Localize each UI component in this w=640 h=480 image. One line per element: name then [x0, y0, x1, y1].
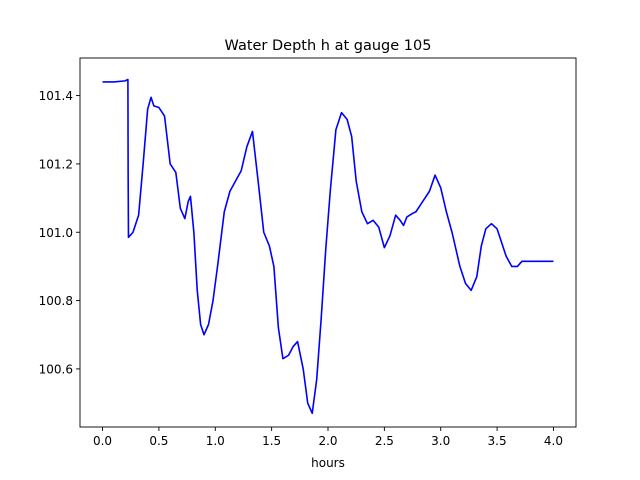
y-tick-label: 101.4	[39, 89, 73, 103]
x-axis-label: hours	[311, 456, 345, 470]
chart-title: Water Depth h at gauge 105	[225, 38, 432, 54]
x-tick-label: 2.5	[375, 434, 394, 448]
x-tick-label: 0.0	[93, 434, 112, 448]
y-tick-label: 101.2	[39, 157, 73, 171]
x-tick-label: 0.5	[149, 434, 168, 448]
x-tick-label: 2.0	[318, 434, 337, 448]
y-tick-label: 100.6	[39, 362, 73, 376]
y-tick-label: 100.8	[39, 294, 73, 308]
x-tick-label: 1.0	[206, 434, 225, 448]
x-tick-label: 4.0	[544, 434, 563, 448]
x-tick-label: 3.0	[431, 434, 450, 448]
x-tick-label: 3.5	[488, 434, 507, 448]
x-tick-label: 1.5	[262, 434, 281, 448]
y-tick-label: 101.0	[39, 226, 73, 240]
series-line-0	[102, 78, 554, 415]
plot-area: 0.0 0.5 1.0 1.5 2.0 2.5 3.0 3.5 4.0 100.6 100.8 101…	[39, 57, 577, 448]
